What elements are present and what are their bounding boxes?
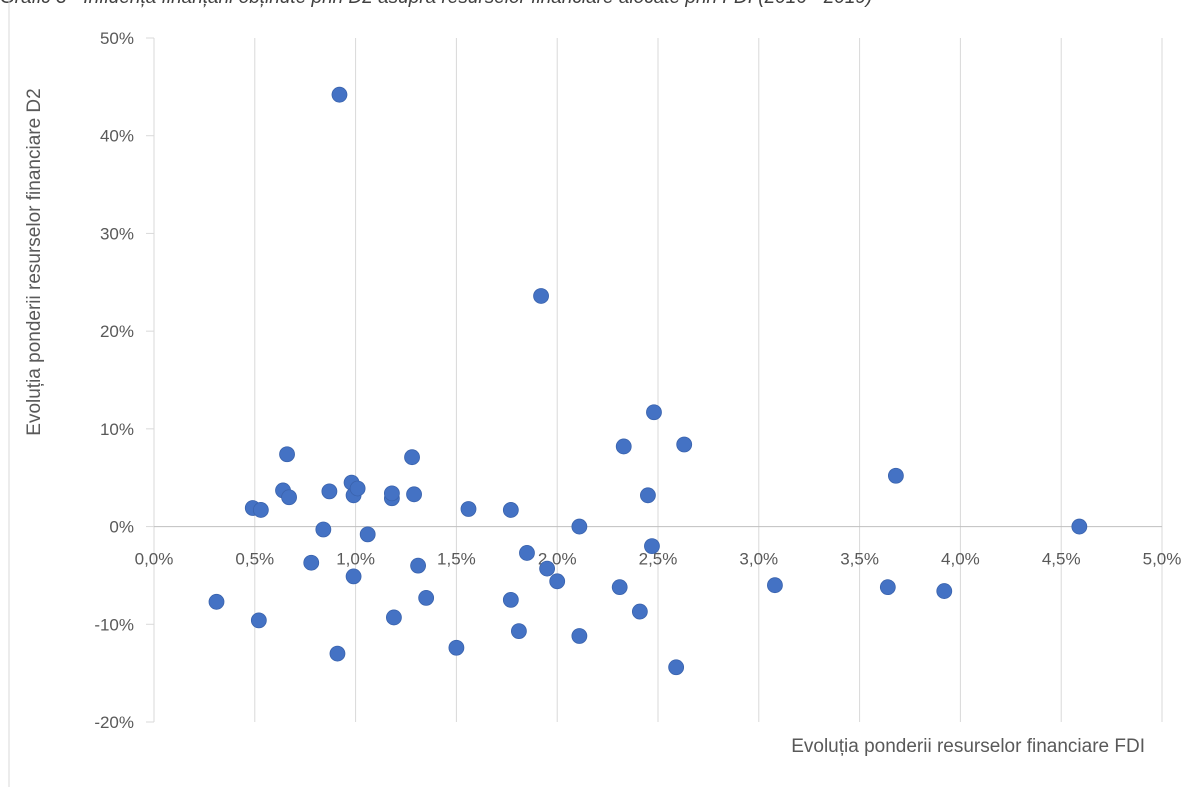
data-point (887, 467, 904, 484)
data-point (644, 538, 660, 555)
data-point (331, 86, 348, 103)
y-tick-label: 20% (100, 322, 134, 341)
x-tick-label: 0,5% (235, 550, 274, 569)
data-point (315, 521, 332, 538)
data-point (571, 628, 588, 644)
y-tick-label: 10% (100, 420, 134, 439)
data-point (460, 501, 477, 517)
data-point (404, 449, 420, 466)
data-point (502, 502, 519, 518)
y-tick-label: 30% (100, 224, 134, 243)
x-axis-title: Evoluția ponderii resurselor financiare … (791, 736, 1145, 757)
x-tick-label: 5,0% (1143, 550, 1182, 569)
gridlines (146, 37, 1163, 723)
data-point (640, 487, 656, 504)
chart-title: Grafic 3 - Influența finanțării obținute… (0, 0, 1199, 9)
data-point (279, 446, 295, 463)
data-point (502, 591, 519, 608)
data-point (281, 489, 297, 506)
data-point (646, 404, 662, 421)
data-point (571, 518, 588, 535)
data-point (510, 623, 527, 640)
data-point (329, 645, 346, 662)
data-point (410, 557, 426, 574)
data-point (349, 480, 366, 497)
data-points (208, 86, 1088, 676)
y-tick-label: 40% (100, 127, 134, 146)
data-point (879, 579, 896, 596)
data-point (668, 659, 685, 676)
axes: 0,0% 0,5% 1,0% 1,5% 2,0% 2,5% 3,0% 3,5% 4,0% 4,5%… (94, 29, 1181, 732)
y-tick-label: -10% (94, 615, 134, 634)
data-point (418, 590, 435, 606)
y-axis-title: Evoluția ponderii resurselor financiare … (24, 88, 45, 435)
data-point (303, 554, 320, 571)
data-point (631, 603, 648, 620)
data-point (615, 438, 632, 455)
data-point (345, 568, 362, 585)
x-tick-label: 1,5% (437, 550, 476, 569)
data-point (676, 436, 693, 453)
data-point (250, 612, 267, 629)
data-point (533, 288, 549, 304)
x-tick-label: 0,0% (135, 550, 174, 569)
data-point (767, 577, 783, 594)
data-point (539, 560, 556, 577)
x-tick-label: 1,0% (336, 550, 375, 569)
data-point (252, 502, 269, 518)
data-point (383, 485, 400, 502)
x-tick-label: 4,0% (941, 550, 980, 569)
data-point (406, 486, 422, 503)
x-tick-label: 3,5% (840, 550, 879, 569)
data-point (1071, 518, 1088, 535)
data-point (208, 593, 225, 610)
y-tick-label: 50% (100, 29, 134, 48)
data-point (549, 573, 566, 590)
y-tick-label: 0% (109, 518, 134, 537)
data-point (936, 583, 953, 599)
data-point (611, 579, 628, 596)
data-point (519, 545, 535, 561)
data-point (359, 526, 376, 543)
data-point (448, 639, 465, 656)
data-point (321, 483, 338, 500)
x-tick-label: 2,5% (639, 550, 678, 569)
x-tick-label: 3,0% (739, 550, 778, 569)
y-tick-label: -20% (94, 713, 134, 732)
data-point (386, 609, 402, 626)
x-tick-label: 4,5% (1042, 550, 1081, 569)
